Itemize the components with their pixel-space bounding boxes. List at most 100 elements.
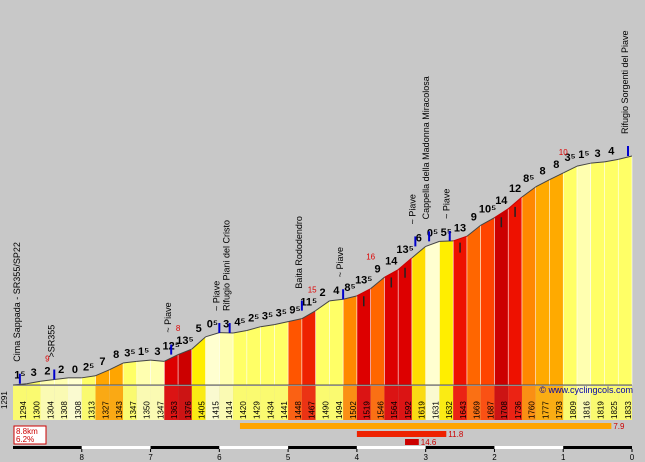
altitude-label: 1643 [459, 401, 468, 419]
altitude-label: 1308 [60, 401, 69, 419]
profile-line [232, 330, 247, 334]
profile-line [301, 310, 316, 320]
altitude-label: 1819 [596, 401, 605, 419]
altitude-label: 1363 [170, 401, 179, 419]
altitude-label: 1490 [321, 401, 330, 419]
gradient-label: 10⁵ [479, 204, 496, 216]
gradient-label: 12 [509, 183, 521, 195]
gradient-labels: 1⁵32202⁵783⁵1⁵312⁵13⁵50⁵34⁵2⁵3⁵3⁵9⁵11⁵24… [14, 145, 615, 381]
gradient-label: 1⁵ [578, 149, 589, 161]
altitude-cell [164, 386, 179, 420]
altitude-cell [68, 386, 82, 420]
profile-line [54, 377, 69, 381]
distance-axis-band [563, 446, 632, 449]
altitude-cell [604, 386, 619, 420]
gradient-label: 3 [31, 367, 37, 379]
segment-fill [68, 377, 82, 385]
place-label: Cappella della Madonna Miracolosa [421, 76, 431, 219]
place-label: Cima Sappada - SR355/SP22 [12, 242, 22, 362]
segment-fills [13, 156, 632, 385]
profile-line [356, 288, 371, 297]
gradient-label: 13⁵ [396, 244, 413, 256]
km-tick-label: 3 [423, 453, 428, 462]
altitude-cell [453, 386, 467, 420]
segment-fill [425, 241, 440, 385]
distance-axis-band [288, 446, 357, 449]
segment-fill [411, 246, 426, 385]
altitude-label: 1347 [129, 401, 138, 419]
altitude-label: 1619 [418, 401, 427, 419]
segment-fill [274, 321, 289, 385]
altitude-cell [136, 386, 151, 420]
segment-fill [576, 163, 591, 385]
grade-bar-label: 14.6 [421, 438, 437, 447]
profile-line [384, 269, 399, 278]
altitude-label: 1793 [555, 401, 564, 419]
segment-fill [439, 240, 454, 385]
gradient-label: 1⁵ [138, 346, 149, 358]
profile-line [466, 224, 482, 237]
segment-fill [123, 361, 137, 385]
altitude-label: 1347 [156, 401, 165, 419]
summary-distance: 8.8km [16, 427, 38, 436]
segment-fill [494, 208, 509, 385]
gradient-label: 0⁵ [427, 227, 438, 239]
profile-line [260, 324, 275, 328]
segment-fill [508, 196, 522, 385]
profile-line [315, 300, 330, 312]
altitude-label: 1300 [33, 401, 42, 419]
altitude-label: 1564 [390, 401, 399, 419]
altitude-label: 1669 [473, 401, 482, 419]
altitude-label: 1825 [610, 401, 619, 419]
segment-fill [590, 161, 605, 385]
place-labels: Cima Sappada - SR355/SP22 >SR355 ~ Piave ~ … [12, 30, 630, 384]
km-tick-label: 6 [217, 453, 222, 462]
profile-line [535, 179, 550, 188]
altitude-cell [384, 386, 399, 420]
profile-line [453, 235, 468, 242]
gradient-label: 3⁵ [262, 311, 273, 323]
profile-line [40, 379, 55, 382]
gradient-label: 3 [595, 148, 601, 160]
altitude-cell [260, 386, 275, 420]
altitude-cell [13, 386, 27, 420]
gradient-label: 2 [44, 366, 50, 378]
altitude-label: 1304 [46, 401, 55, 419]
profile-line [191, 336, 206, 350]
altitude-cell [329, 386, 344, 420]
altitude-cell [494, 386, 509, 420]
altitude-label: 1809 [569, 401, 578, 419]
segment-fill [466, 225, 481, 385]
gradient-label: 8⁵ [523, 173, 534, 185]
segment-fill [315, 300, 330, 385]
grade-bar [239, 423, 612, 429]
segment-fill [205, 332, 220, 385]
segment-fill [81, 375, 96, 385]
profile-line [425, 240, 440, 247]
profile-line [343, 295, 358, 300]
gradient-label: 3⁵ [124, 347, 135, 359]
segment-fill [370, 277, 385, 385]
place-label: Rifugio Piani del Cristo [222, 220, 232, 311]
gradient-label: 3 [154, 346, 160, 358]
grade-bars: 7.9 11.8 14.6 [239, 422, 625, 447]
segment-fill [260, 324, 275, 385]
profile-line [288, 318, 302, 323]
gradient-label: 6 [416, 232, 422, 244]
distance-axis-band [13, 446, 82, 449]
segment-fill [178, 349, 192, 385]
altitude-label: 1777 [541, 401, 550, 419]
altitude-cell [425, 386, 440, 420]
altitude-label: 1546 [376, 401, 385, 419]
profile-line [604, 158, 619, 163]
segment-fill [191, 336, 206, 385]
altitude-label: 1405 [198, 401, 207, 419]
segment-fill [356, 288, 371, 385]
profile-line [205, 332, 220, 338]
km-tick-label: 0 [630, 453, 635, 462]
segment-fill [301, 310, 316, 385]
altitude-label: 1308 [74, 401, 83, 419]
altitude-cell [150, 386, 165, 420]
gradient-label: 2⁵ [248, 313, 259, 325]
altitude-cell [123, 386, 137, 420]
